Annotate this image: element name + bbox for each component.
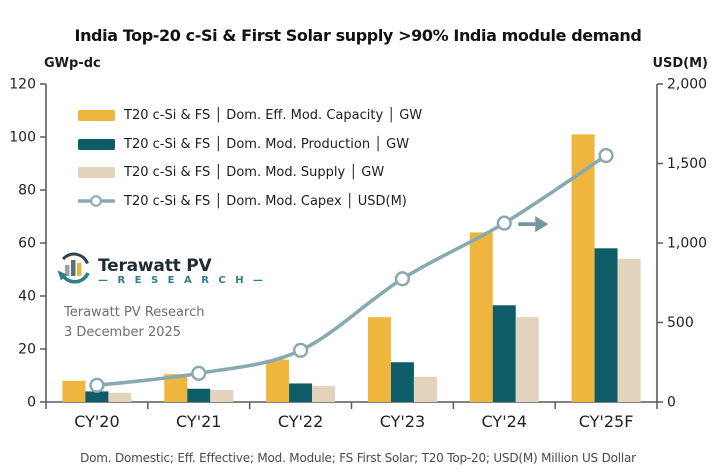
source-credit: Terawatt PV Research 3 December 2025 [64, 303, 266, 343]
bar-series0 [62, 380, 86, 402]
bar-series2 [617, 258, 641, 402]
legend-label: T20 c-Si & FS │ Dom. Mod. Production │ G… [124, 136, 410, 152]
logo-research-label: — R E S E A R C H — [98, 275, 267, 287]
right-tick-label: 2,000 [667, 77, 707, 93]
bar-series0 [571, 134, 595, 402]
bar-series1 [594, 248, 618, 402]
capex-marker [191, 365, 207, 381]
bar-series1 [492, 305, 516, 402]
logo-name: Terawatt PV [98, 255, 212, 276]
x-category-label: CY'21 [176, 412, 221, 431]
right-tick-label: 500 [667, 315, 694, 331]
legend-bar-swatch [78, 109, 115, 121]
legend-label: T20 c-Si & FS │ Dom. Mod. Supply │ GW [124, 165, 385, 181]
logo-block: Terawatt PV — R E S E A R C H — Terawatt… [54, 250, 266, 343]
legend: T20 c-Si & FS │ Dom. Eff. Mod. Capacity … [78, 101, 422, 216]
legend-label: T20 c-Si & FS │ Dom. Eff. Mod. Capacity … [124, 107, 423, 123]
right-tick-label: 1,500 [667, 156, 707, 172]
bar-series1 [289, 383, 313, 402]
capex-marker [394, 271, 411, 287]
left-tick-label: 0 [27, 395, 36, 411]
legend-item-0: T20 c-Si & FS │ Dom. Eff. Mod. Capacity … [78, 101, 422, 130]
left-tick-label: 40 [18, 289, 36, 305]
right-axis-title: USD(M) [652, 56, 708, 71]
credit-line2: 3 December 2025 [64, 325, 182, 341]
credit-line1: Terawatt PV Research [64, 305, 205, 320]
terawatt-logo-icon [54, 250, 94, 294]
bar-series1 [187, 388, 211, 402]
left-axis-title: GWp-dc [44, 56, 101, 71]
trend-arrow-icon [535, 216, 549, 233]
left-tick-label: 60 [18, 236, 36, 252]
capex-marker [89, 377, 105, 393]
legend-item-1: T20 c-Si & FS │ Dom. Mod. Production │ G… [78, 130, 422, 159]
left-tick-label: 100 [9, 130, 36, 146]
legend-bar-swatch [78, 167, 115, 179]
x-category-label: CY'25F [579, 412, 634, 431]
legend-line-swatch [78, 194, 115, 208]
legend-item-3: T20 c-Si & FS │ Dom. Mod. Capex │ USD(M) [78, 187, 422, 216]
x-category-label: CY'20 [74, 412, 119, 431]
x-category-label: CY'22 [278, 412, 323, 431]
bar-series2 [312, 386, 336, 402]
bar-series0 [164, 374, 188, 402]
right-tick-label: 0 [667, 395, 676, 411]
x-category-label: CY'23 [380, 412, 425, 431]
right-tick-label: 1,000 [667, 236, 707, 252]
footnote: Dom. Domestic; Eff. Effective; Mod. Modu… [80, 451, 636, 465]
bar-series0 [367, 317, 391, 402]
left-tick-label: 80 [18, 183, 36, 199]
bar-series0 [266, 359, 290, 402]
bar-series2 [515, 317, 539, 402]
bar-series1 [390, 362, 414, 402]
legend-bar-swatch [78, 138, 115, 150]
bar-series1 [85, 391, 109, 402]
capex-marker [496, 215, 512, 231]
bar-series0 [469, 232, 493, 402]
bar-series2 [413, 376, 437, 402]
bar-series2 [210, 390, 234, 402]
x-category-label: CY'24 [482, 412, 527, 431]
bar-series2 [108, 392, 132, 402]
chart-title: India Top-20 c-Si & First Solar supply >… [74, 26, 642, 45]
left-tick-label: 120 [9, 77, 36, 93]
legend-item-2: T20 c-Si & FS │ Dom. Mod. Supply │ GW [78, 158, 422, 187]
left-tick-label: 20 [18, 342, 36, 358]
legend-label: T20 c-Si & FS │ Dom. Mod. Capex │ USD(M) [124, 193, 407, 209]
capex-marker [292, 342, 309, 358]
capex-marker [598, 147, 614, 164]
capex-line [96, 154, 608, 388]
